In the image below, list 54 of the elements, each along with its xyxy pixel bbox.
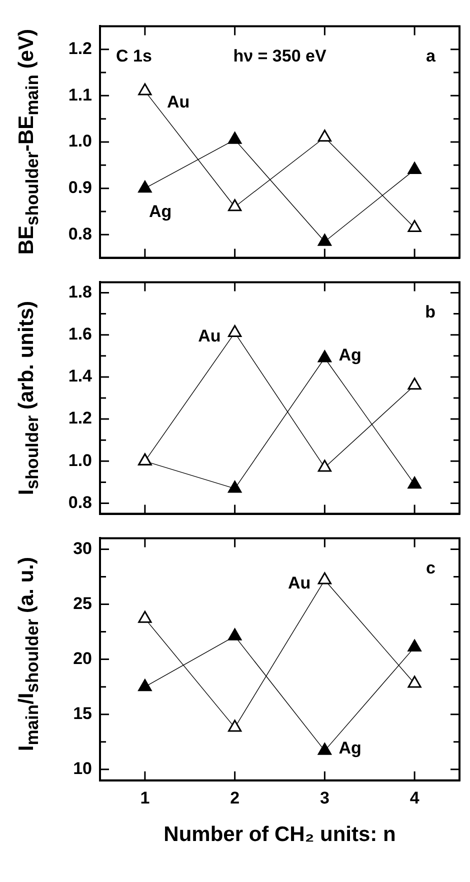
y-tick-label: 20 xyxy=(73,648,92,668)
y-tick-label: 1.0 xyxy=(68,132,92,151)
x-axis-title: Number of CH₂ units: n xyxy=(164,823,396,846)
annotation: Au xyxy=(288,574,311,593)
y-tick-label: 1.2 xyxy=(68,39,92,58)
point xyxy=(318,350,332,362)
annotation: c xyxy=(426,558,436,578)
point xyxy=(228,720,242,732)
annotation: Ag xyxy=(148,202,172,222)
y-tick-label: 1.0 xyxy=(68,450,92,470)
point xyxy=(408,639,422,652)
annotation: Ag xyxy=(338,346,362,365)
point xyxy=(318,460,332,472)
point xyxy=(318,742,332,755)
y-tick-label: 1.1 xyxy=(68,85,92,104)
point xyxy=(138,610,152,623)
y-tick-label: 1.6 xyxy=(68,324,92,344)
y-tick-label: 30 xyxy=(73,538,92,558)
point xyxy=(408,220,422,232)
y-tick-label: 15 xyxy=(73,704,92,724)
point xyxy=(408,378,422,390)
y-tick-label: 10 xyxy=(73,759,92,778)
x-tick-label: 3 xyxy=(320,788,330,808)
y-tick-label: 0.9 xyxy=(68,178,92,198)
point xyxy=(138,679,152,692)
point xyxy=(228,132,242,144)
annotation: Au xyxy=(198,326,221,346)
point xyxy=(408,162,422,174)
annotation: Au xyxy=(166,92,190,112)
annotation: C 1s xyxy=(116,46,152,66)
point xyxy=(228,199,242,212)
annotation: Ag xyxy=(338,738,362,758)
y-tick-label: 1.2 xyxy=(68,408,92,428)
y-tick-label: 0.8 xyxy=(68,492,92,512)
x-tick-label: 2 xyxy=(230,788,240,808)
point xyxy=(228,480,242,493)
point xyxy=(408,676,422,688)
y-tick-label: 1.4 xyxy=(68,366,93,386)
point xyxy=(318,572,332,584)
annotation: hν = 350 eV xyxy=(233,46,327,66)
point xyxy=(138,83,152,96)
point xyxy=(138,180,152,193)
point xyxy=(318,130,332,142)
x-tick-label: 4 xyxy=(410,788,420,808)
x-tick-label: 1 xyxy=(140,788,150,808)
point xyxy=(318,234,332,246)
point xyxy=(228,628,242,640)
point xyxy=(228,324,242,337)
annotation: a xyxy=(426,46,436,66)
y-tick-label: 1.8 xyxy=(68,282,92,302)
y-tick-label: 25 xyxy=(73,594,92,613)
point xyxy=(408,476,422,489)
y-tick-label: 0.8 xyxy=(68,224,92,244)
annotation: b xyxy=(425,302,436,322)
